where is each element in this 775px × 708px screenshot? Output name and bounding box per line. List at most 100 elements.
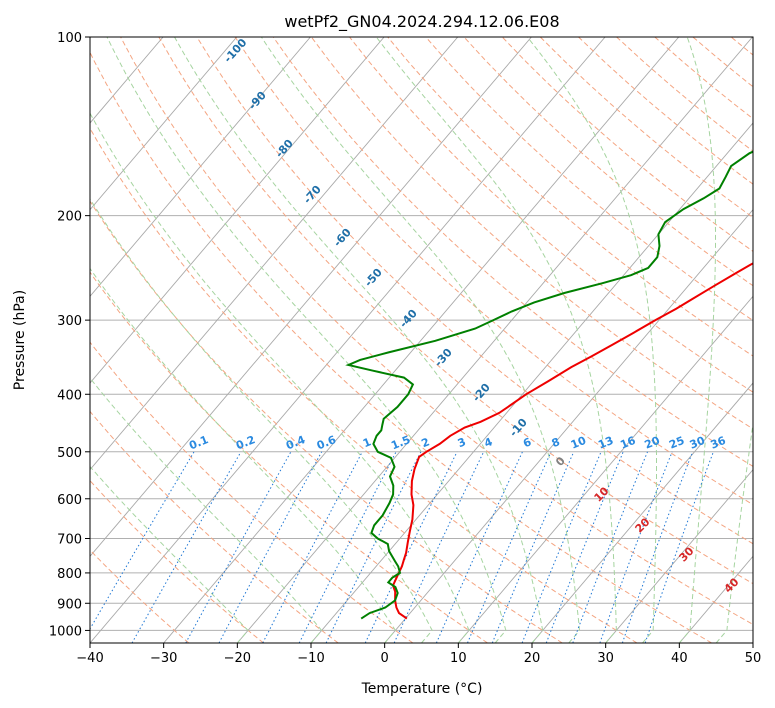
dry-adiabat-label: -20: [470, 381, 493, 405]
moist-adiabat: [90, 198, 433, 643]
mixing-ratio-line: [599, 451, 673, 643]
x-tick-label: 50: [745, 651, 762, 666]
isotherm: [605, 468, 753, 643]
x-tick-label: 20: [524, 651, 541, 666]
dry-adiabat-label: -50: [362, 266, 385, 290]
y-tick-label: 200: [57, 210, 82, 225]
dry-adiabat: [90, 410, 339, 643]
isotherm: [752, 642, 753, 643]
plot-frame: [89, 36, 754, 644]
dry-adiabat: [90, 51, 712, 643]
moist-adiabat: [90, 112, 470, 643]
isotherm: [384, 208, 753, 643]
x-tick-label: 10: [450, 651, 467, 666]
moist-adiabat: [527, 37, 657, 643]
y-tick-label: 800: [57, 567, 82, 582]
mixing-ratio-label: 30: [688, 434, 707, 452]
dry-adiabat: [234, 37, 753, 506]
dry-adiabat: [425, 37, 753, 322]
x-tick-label: −40: [76, 651, 103, 666]
moist-adiabat-label: 0: [553, 454, 568, 469]
temperature-profile: [391, 262, 753, 620]
y-tick-label: 100: [57, 31, 82, 46]
isotherm: [236, 37, 753, 643]
mixing-ratio-line: [491, 451, 575, 643]
x-tick-label: 30: [597, 651, 614, 666]
moist-adiabat: [375, 37, 617, 643]
dry-adiabat: [90, 549, 190, 643]
isotherm: [457, 295, 753, 643]
dry-adiabat-label: -30: [432, 346, 455, 370]
mixing-ratio-label: 1: [361, 435, 373, 450]
dry-adiabat: [310, 37, 753, 430]
moist-adiabat-label: 10: [592, 484, 612, 504]
mixing-ratio-label: 8: [550, 435, 562, 450]
mixing-ratio-line: [218, 451, 323, 643]
mixing-ratio-label: 6: [521, 435, 533, 450]
mixing-ratio-label: 2: [420, 435, 432, 450]
isotherm: [163, 37, 680, 643]
mixing-ratio-label: 0.2: [234, 433, 257, 452]
dry-adiabat: [90, 479, 264, 643]
background-lines: [90, 37, 775, 643]
x-axis-label: Temperature (°C): [361, 681, 483, 697]
isotherm: [90, 37, 238, 211]
dry-adiabat-label: -40: [397, 307, 420, 331]
mixing-ratio-label: 36: [709, 434, 728, 452]
moist-adiabat: [174, 37, 544, 643]
axes: −40 −30 −20 −10 0 10 20 30 40 5010020030040050060…: [49, 31, 761, 666]
dry-adiabat: [654, 37, 753, 120]
isotherm: [90, 37, 532, 558]
mixing-ratio-line: [90, 451, 195, 630]
moist-adiabat-label: 40: [722, 575, 742, 595]
x-tick-label: 0: [381, 651, 389, 666]
isotherm: [90, 37, 311, 298]
isotherm: [90, 37, 606, 643]
mixing-ratio-line: [325, 451, 422, 643]
mixing-ratio-line: [545, 451, 624, 643]
dry-adiabat: [158, 37, 753, 585]
mixing-ratio-label: 1.5: [389, 433, 412, 452]
dry-adiabat: [769, 37, 775, 643]
mixing-ratio-label: 20: [643, 434, 662, 452]
y-tick-label: 700: [57, 533, 82, 548]
mixing-ratio-label: 10: [569, 434, 588, 452]
moist-adiabat: [106, 37, 507, 643]
moist-adiabat: [715, 420, 753, 643]
moist-adiabat: [260, 37, 581, 643]
isotherm: [531, 382, 753, 643]
dry-adiabat: [539, 37, 753, 219]
dry-adiabat-label: -100: [221, 36, 249, 65]
y-tick-label: 400: [57, 388, 82, 403]
moist-adiabat: [678, 37, 716, 643]
mixing-ratio-line: [572, 451, 648, 643]
mixing-ratio-line: [298, 451, 397, 643]
mixing-ratio-label: 13: [596, 434, 615, 452]
dry-adiabat-label: -80: [273, 137, 296, 161]
isotherm: [90, 37, 459, 471]
mixing-ratio-line: [521, 451, 602, 643]
mixing-ratio-label: 0.1: [187, 433, 210, 452]
y-tick-label: 900: [57, 597, 82, 612]
dry-adiabat: [616, 37, 753, 152]
dry-adiabat: [90, 127, 638, 643]
chart-title: wetPf2_GN04.2024.294.12.06.E08: [284, 12, 559, 32]
dry-adiabat: [272, 37, 753, 467]
dry-adiabat: [90, 341, 414, 643]
dry-adiabat: [196, 37, 753, 545]
dry-adiabat: [349, 37, 753, 393]
curve-labels: -100-90-80-70-60-50-40-30-20-100.1 0.2 0.4…: [187, 36, 742, 596]
mixing-ratio-label: 16: [618, 434, 637, 452]
dry-adiabat: [501, 37, 753, 252]
y-tick-label: 300: [57, 314, 82, 329]
y-axis-label: Pressure (hPa): [12, 290, 28, 390]
mixing-ratio-label: 3: [456, 435, 468, 450]
x-tick-label: 40: [671, 651, 688, 666]
isotherm: [90, 37, 385, 384]
moist-adiabat-label: 30: [677, 544, 697, 564]
x-tick-label: −10: [297, 651, 324, 666]
plot-area: -100-90-80-70-60-50-40-30-20-100.1 0.2 0.4…: [90, 36, 775, 643]
mixing-ratio-line: [621, 451, 694, 643]
mixing-ratio-line: [131, 451, 242, 643]
